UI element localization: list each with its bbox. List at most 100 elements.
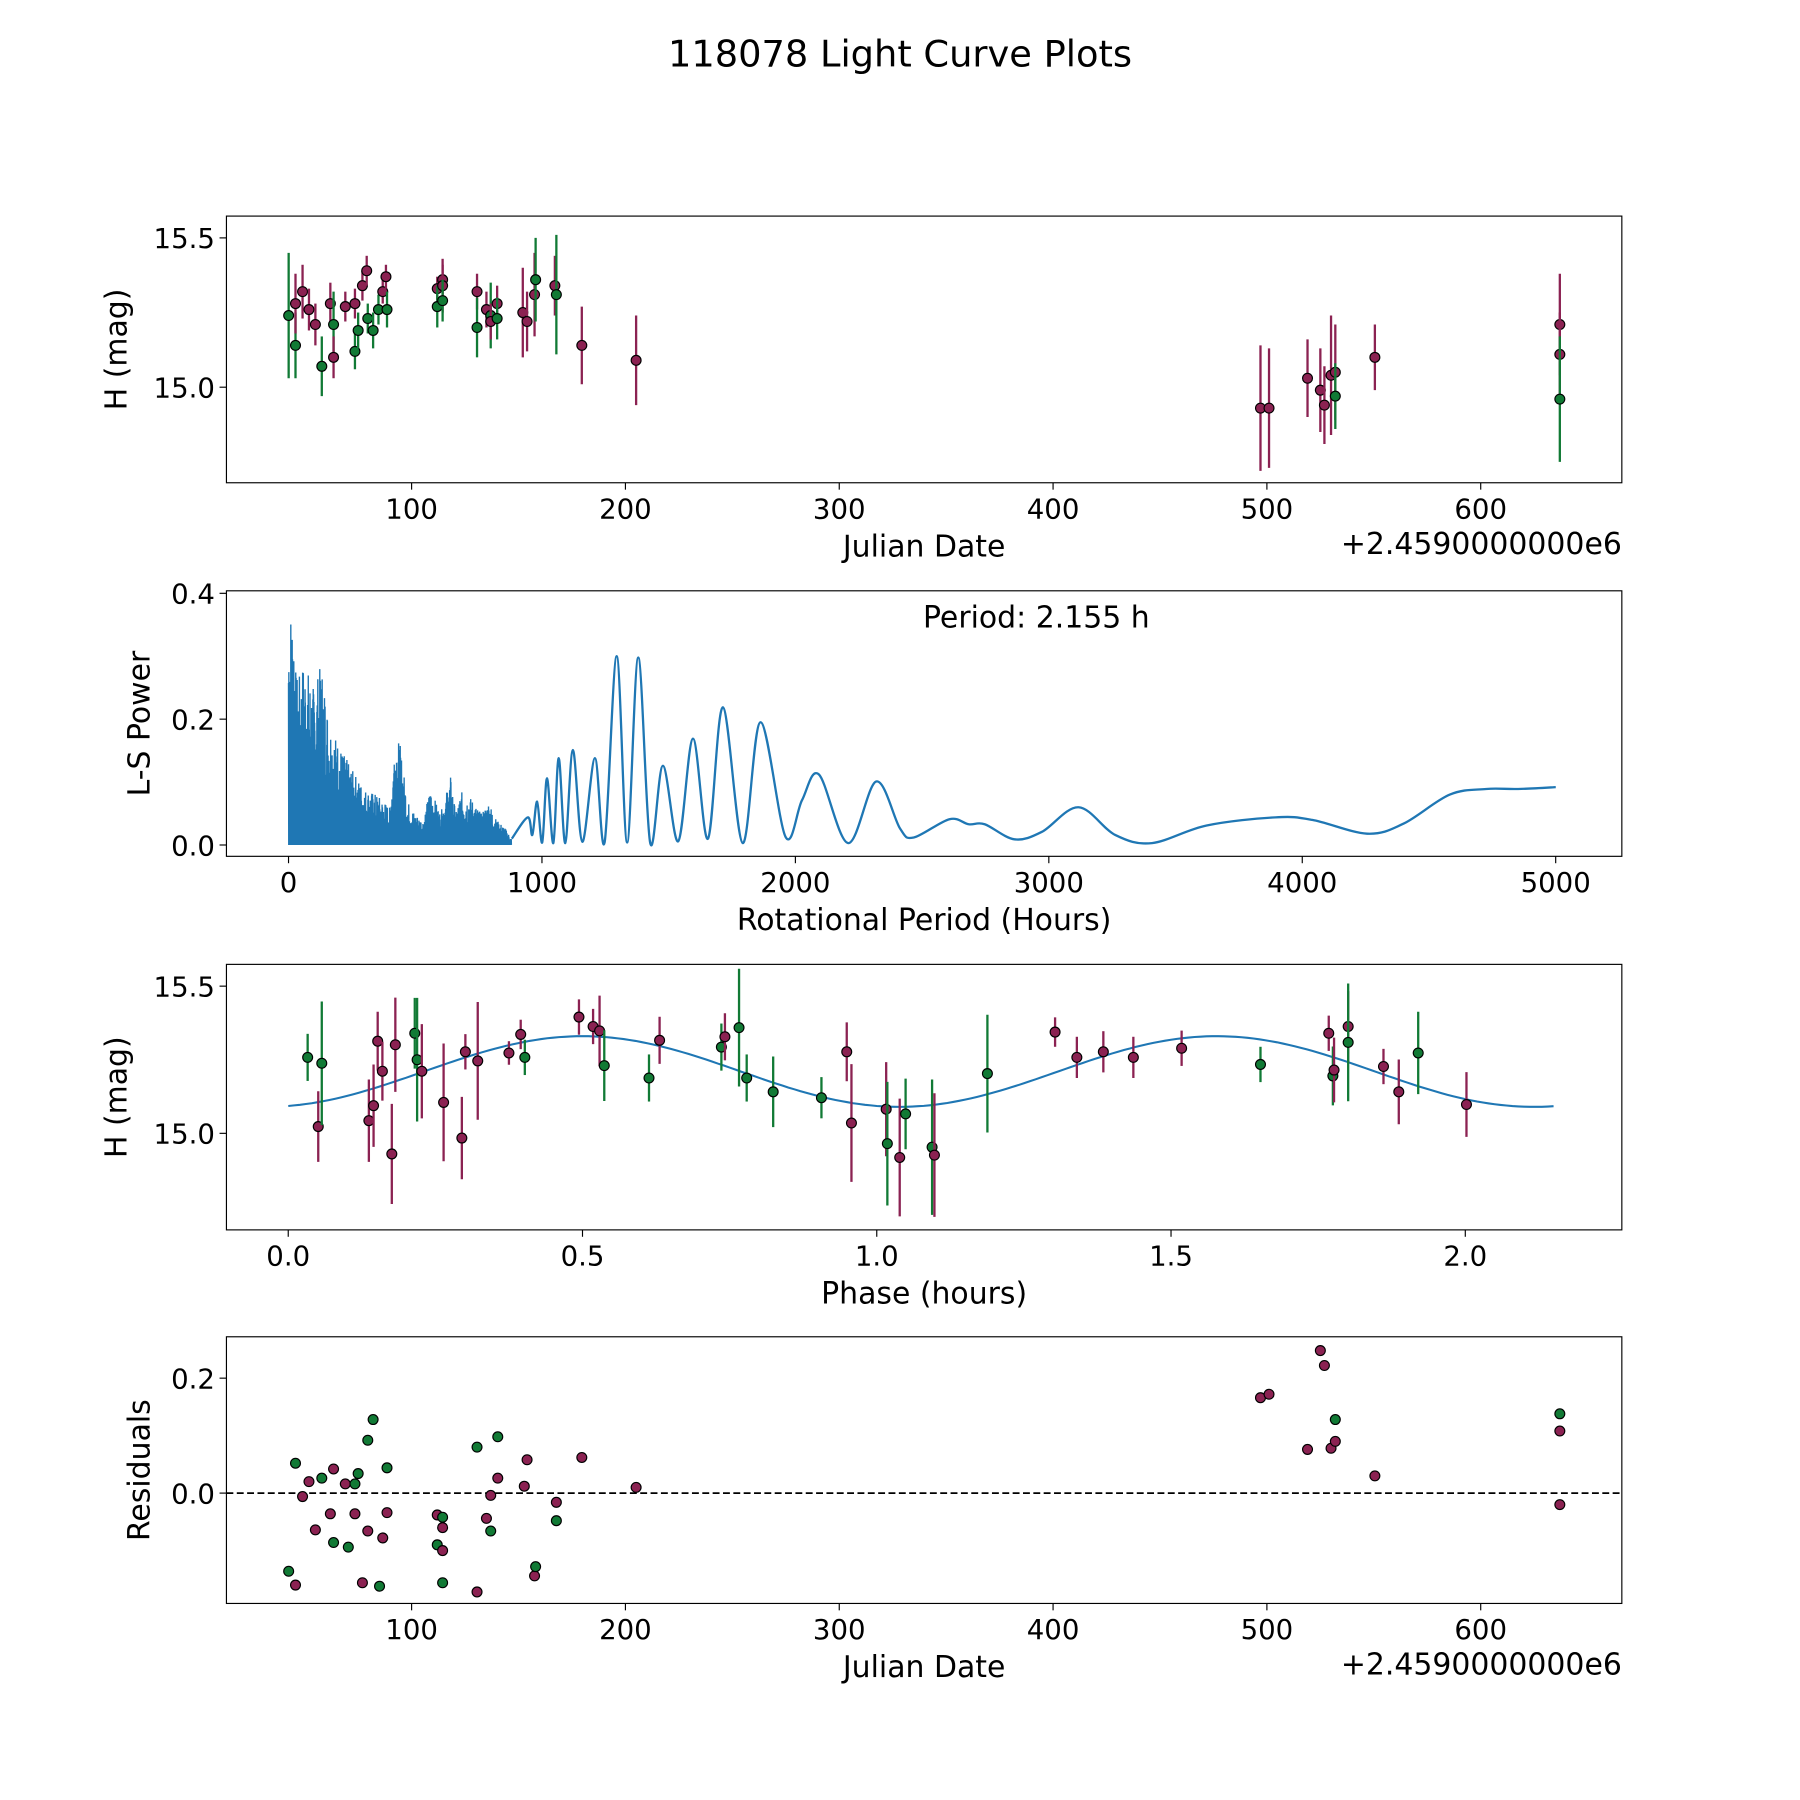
data-point bbox=[328, 318, 340, 331]
data-point bbox=[1342, 1036, 1354, 1048]
data-point bbox=[289, 1579, 302, 1591]
data-point bbox=[362, 313, 374, 325]
data-point bbox=[328, 1463, 340, 1475]
data-point bbox=[1263, 402, 1275, 414]
data-point bbox=[654, 1034, 666, 1046]
data-point bbox=[381, 304, 393, 316]
x-tick-label: 500 bbox=[1241, 492, 1294, 525]
data-point bbox=[550, 1496, 562, 1508]
data-point bbox=[342, 1541, 354, 1553]
data-point bbox=[576, 1451, 588, 1463]
data-point bbox=[1097, 1046, 1109, 1058]
x-tick-label: 2000 bbox=[760, 866, 830, 899]
y-axis-label: H (mag) bbox=[99, 289, 134, 411]
data-point bbox=[363, 1115, 375, 1127]
x-tick-label: 200 bbox=[599, 492, 652, 525]
data-point bbox=[309, 1524, 321, 1536]
data-point bbox=[472, 1055, 484, 1067]
data-point bbox=[519, 1051, 531, 1063]
x-tick-label: 4000 bbox=[1267, 866, 1337, 899]
data-point bbox=[1323, 1027, 1335, 1039]
data-point bbox=[530, 1561, 542, 1573]
data-point bbox=[289, 339, 302, 351]
data-point bbox=[471, 1441, 483, 1453]
data-point bbox=[576, 339, 588, 351]
data-point bbox=[521, 1454, 533, 1466]
data-point bbox=[1176, 1042, 1188, 1054]
data-point bbox=[367, 1414, 379, 1426]
data-point bbox=[437, 1545, 449, 1557]
light-curve-panel: 100 200 300 400 500 600 15.0 15.5 Julian Date H (… bbox=[99, 215, 1623, 564]
data-point bbox=[815, 1092, 827, 1104]
data-point bbox=[339, 1478, 351, 1490]
data-point bbox=[1460, 1098, 1472, 1111]
data-point bbox=[349, 1478, 361, 1490]
data-point bbox=[1318, 1359, 1330, 1372]
data-point bbox=[521, 315, 533, 328]
data-point bbox=[491, 313, 503, 325]
data-point bbox=[515, 1028, 527, 1040]
data-point bbox=[437, 1522, 449, 1534]
data-point bbox=[1369, 351, 1381, 363]
data-point bbox=[1302, 372, 1314, 384]
x-tick-label: 500 bbox=[1241, 1613, 1294, 1646]
y-axis-label: Residuals bbox=[122, 1399, 157, 1541]
data-point bbox=[1377, 1060, 1390, 1073]
data-point bbox=[1329, 1435, 1341, 1447]
periodogram-panel: 0 1000 2000 3000 4000 5000 0.0 0.2 0.4 Rotational… bbox=[122, 578, 1623, 938]
data-point bbox=[1554, 1425, 1566, 1437]
data-point bbox=[283, 310, 295, 322]
x-tick-label: 400 bbox=[1027, 1613, 1080, 1646]
data-point bbox=[1302, 1443, 1314, 1455]
data-point bbox=[485, 1489, 497, 1501]
data-point bbox=[845, 1117, 857, 1129]
data-point bbox=[900, 1108, 912, 1120]
x-tick-label: 300 bbox=[813, 492, 866, 525]
x-axis-label: Julian Date bbox=[841, 1650, 1006, 1685]
data-point bbox=[456, 1132, 468, 1144]
y-axis-label: H (mag) bbox=[99, 1036, 134, 1158]
data-point bbox=[719, 1031, 731, 1043]
data-point bbox=[376, 1065, 388, 1077]
axes-frame bbox=[225, 590, 1623, 857]
residuals-panel: 100 200 300 400 500 600 0.0 0.2 Julian Date Resid… bbox=[122, 1336, 1623, 1685]
data-point bbox=[1554, 1499, 1566, 1511]
phase-folded-panel: 0.0 0.5 1.0 1.5 2.0 15.0 15.5 Phase (hours) H (m… bbox=[99, 963, 1623, 1311]
data-point bbox=[529, 1570, 541, 1582]
data-point bbox=[459, 1046, 471, 1058]
x-tick-label: 600 bbox=[1454, 1613, 1507, 1646]
data-point bbox=[485, 1525, 497, 1537]
x-tick-label: 200 bbox=[599, 1613, 652, 1646]
data-point bbox=[1329, 390, 1341, 402]
x-tick-label: 2.0 bbox=[1443, 1240, 1487, 1273]
data-point bbox=[349, 298, 361, 310]
plot-area bbox=[287, 624, 1556, 847]
plot-area bbox=[288, 968, 1554, 1217]
data-point bbox=[733, 1022, 745, 1034]
data-point bbox=[283, 1565, 295, 1577]
periodogram-dense-line bbox=[287, 624, 513, 845]
data-point bbox=[361, 265, 373, 277]
x-tick-label: 1000 bbox=[507, 866, 577, 899]
data-point bbox=[437, 295, 449, 307]
x-tick-label: 600 bbox=[1454, 492, 1507, 525]
data-point bbox=[309, 318, 321, 331]
data-point bbox=[289, 1457, 302, 1469]
data-point bbox=[372, 1035, 384, 1047]
data-point bbox=[594, 1025, 606, 1037]
data-point bbox=[503, 1047, 515, 1059]
data-point bbox=[356, 280, 368, 292]
data-point bbox=[928, 1149, 940, 1161]
data-point bbox=[1328, 1064, 1340, 1076]
data-point bbox=[316, 1057, 328, 1069]
model-fit-line bbox=[288, 1035, 1554, 1108]
data-point bbox=[349, 345, 361, 357]
data-point bbox=[362, 1525, 374, 1537]
y-tick-label: 15.0 bbox=[154, 1118, 215, 1151]
data-point bbox=[1412, 1047, 1424, 1059]
data-point bbox=[1263, 1388, 1275, 1400]
data-point bbox=[328, 1537, 340, 1549]
x-tick-label: 0 bbox=[280, 866, 298, 899]
y-tick-label: 15.5 bbox=[154, 222, 215, 255]
